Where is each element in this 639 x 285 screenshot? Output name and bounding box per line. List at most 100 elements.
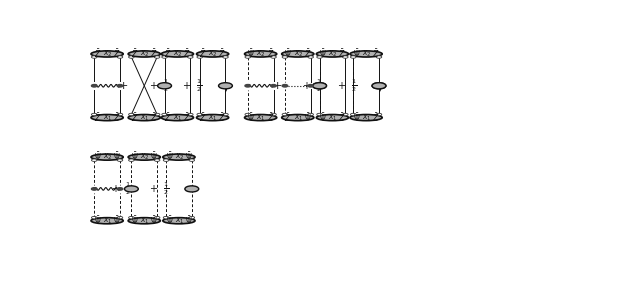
Circle shape: [187, 113, 193, 116]
Text: ,: ,: [378, 79, 382, 93]
Text: $\frac{1}{2}$: $\frac{1}{2}$: [162, 78, 169, 94]
Circle shape: [343, 113, 348, 116]
Circle shape: [317, 56, 322, 58]
Circle shape: [91, 216, 97, 219]
Text: ,: ,: [224, 79, 229, 93]
Circle shape: [164, 216, 169, 219]
Text: $\bar{Z}$: $\bar{Z}$: [266, 48, 274, 60]
Ellipse shape: [91, 115, 123, 121]
Text: $x_1$: $x_1$: [103, 112, 112, 123]
Text: $x_1$: $x_1$: [256, 112, 266, 123]
Text: $\bar{\Psi}$: $\bar{\Psi}$: [247, 48, 255, 60]
Circle shape: [282, 113, 288, 116]
Ellipse shape: [282, 51, 314, 57]
Text: $x_1$: $x_1$: [328, 112, 338, 123]
Ellipse shape: [128, 51, 160, 57]
Ellipse shape: [282, 115, 314, 121]
Circle shape: [91, 85, 97, 87]
Text: $\bar{Z}$: $\bar{Z}$: [150, 111, 158, 124]
Circle shape: [117, 56, 123, 58]
Text: $\bar{Z}$: $\bar{Z}$: [150, 48, 158, 60]
Circle shape: [219, 83, 233, 89]
Text: $\bar{\Psi}$: $\bar{\Psi}$: [166, 214, 173, 227]
Text: $\bar{\Psi}$: $\bar{\Psi}$: [319, 111, 327, 124]
Text: $\bar{Z}$: $\bar{Z}$: [199, 111, 206, 124]
Circle shape: [162, 56, 167, 58]
Circle shape: [187, 56, 193, 58]
Circle shape: [155, 113, 160, 116]
Text: $\bar{\Psi}$: $\bar{\Psi}$: [353, 111, 360, 124]
Circle shape: [271, 113, 276, 116]
Text: $\frac{1}{2}$: $\frac{1}{2}$: [351, 78, 357, 94]
Circle shape: [91, 188, 97, 190]
Circle shape: [189, 216, 194, 219]
Circle shape: [350, 113, 356, 116]
Circle shape: [223, 113, 228, 116]
Text: $x_2$: $x_2$: [140, 152, 150, 162]
Circle shape: [376, 56, 381, 58]
Circle shape: [185, 186, 199, 192]
Circle shape: [350, 56, 356, 58]
Text: +: +: [272, 81, 282, 91]
Ellipse shape: [161, 115, 194, 121]
Text: +: +: [111, 184, 119, 194]
Text: $\bar{Z}$: $\bar{Z}$: [113, 111, 121, 124]
Circle shape: [189, 159, 194, 161]
Ellipse shape: [316, 51, 348, 57]
Text: $x_2$: $x_2$: [328, 49, 338, 59]
Circle shape: [117, 85, 123, 87]
Text: $x_1$: $x_1$: [140, 112, 150, 123]
Ellipse shape: [163, 218, 195, 224]
Text: $\bar{Z}$: $\bar{Z}$: [94, 111, 101, 124]
Text: $\bar{Z}$: $\bar{Z}$: [164, 111, 171, 124]
Circle shape: [308, 56, 313, 58]
Circle shape: [128, 113, 134, 116]
Text: $\bar{Z}$: $\bar{Z}$: [372, 111, 380, 124]
Text: $\bar{Z}$: $\bar{Z}$: [131, 48, 139, 60]
Text: $\bar{\Psi}$: $\bar{\Psi}$: [150, 151, 158, 163]
Circle shape: [308, 113, 313, 116]
Text: $x_2$: $x_2$: [293, 49, 304, 59]
Text: $\bar{Z}$: $\bar{Z}$: [284, 111, 292, 124]
Circle shape: [117, 159, 123, 161]
Ellipse shape: [91, 51, 123, 57]
Text: $\bar{Z}$: $\bar{Z}$: [183, 111, 191, 124]
Text: $x_2$: $x_2$: [174, 152, 185, 162]
Text: $\bar{Z}$: $\bar{Z}$: [304, 48, 311, 60]
Text: $x_2$: $x_2$: [256, 49, 266, 59]
Text: $\bar{Z}$: $\bar{Z}$: [183, 48, 191, 60]
Text: $\bar{Z}$: $\bar{Z}$: [199, 48, 206, 60]
Circle shape: [162, 113, 167, 116]
Text: $\bar{Z}$: $\bar{Z}$: [113, 48, 121, 60]
Ellipse shape: [128, 115, 160, 121]
Text: $\bar{Z}$: $\bar{Z}$: [131, 111, 139, 124]
Circle shape: [312, 83, 327, 89]
Text: $x_1$: $x_1$: [294, 112, 304, 123]
Text: +: +: [182, 81, 190, 91]
Text: $\frac{1}{2}$: $\frac{1}{2}$: [162, 181, 169, 197]
Ellipse shape: [128, 218, 160, 224]
Text: $\bar{Z}$: $\bar{Z}$: [219, 111, 226, 124]
Circle shape: [197, 56, 203, 58]
Text: +: +: [149, 184, 157, 194]
Text: $\bar{Z}$: $\bar{Z}$: [372, 48, 380, 60]
Circle shape: [376, 113, 381, 116]
Text: $\bar{Z}$: $\bar{Z}$: [266, 111, 274, 124]
Ellipse shape: [91, 218, 123, 224]
Text: $x_2$: $x_2$: [208, 49, 218, 59]
Circle shape: [117, 216, 123, 219]
Circle shape: [125, 186, 138, 192]
Ellipse shape: [197, 115, 229, 121]
Ellipse shape: [163, 154, 195, 160]
Circle shape: [128, 216, 134, 219]
Ellipse shape: [161, 51, 194, 57]
Text: $\bar{\Psi}$: $\bar{\Psi}$: [131, 214, 138, 227]
Text: $\bar{\Psi}$: $\bar{\Psi}$: [319, 48, 327, 60]
Text: $x_1$: $x_1$: [140, 215, 150, 226]
Ellipse shape: [245, 51, 277, 57]
Circle shape: [91, 56, 97, 58]
Text: +: +: [337, 81, 345, 91]
Circle shape: [245, 56, 250, 58]
Circle shape: [197, 113, 203, 116]
Text: $\bar{\Psi}$: $\bar{\Psi}$: [304, 111, 311, 124]
